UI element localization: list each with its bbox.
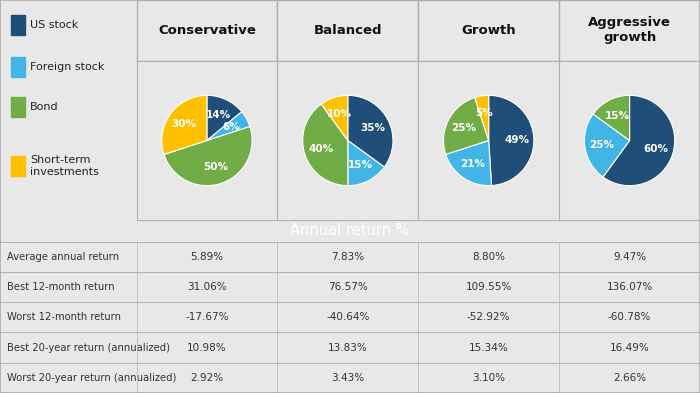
Text: 31.06%: 31.06%	[187, 282, 227, 292]
Wedge shape	[164, 127, 252, 185]
Text: Best 12-month return: Best 12-month return	[7, 282, 115, 292]
Text: Balanced: Balanced	[314, 24, 382, 37]
Wedge shape	[603, 95, 675, 185]
Text: 3.10%: 3.10%	[473, 373, 505, 383]
Text: -17.67%: -17.67%	[186, 312, 229, 322]
Text: 2.66%: 2.66%	[613, 373, 646, 383]
Wedge shape	[348, 95, 393, 167]
Text: -52.92%: -52.92%	[467, 312, 510, 322]
Text: 21%: 21%	[461, 159, 486, 169]
Wedge shape	[593, 95, 629, 140]
Text: Growth: Growth	[461, 24, 516, 37]
Text: 6%: 6%	[223, 122, 240, 132]
Text: Bond: Bond	[30, 102, 59, 112]
Text: 3.43%: 3.43%	[331, 373, 365, 383]
Text: -60.78%: -60.78%	[608, 312, 651, 322]
Text: Worst 20-year return (annualized): Worst 20-year return (annualized)	[7, 373, 176, 383]
Text: Foreign stock: Foreign stock	[30, 62, 104, 72]
Wedge shape	[207, 112, 250, 140]
Text: 10.98%: 10.98%	[187, 343, 227, 353]
Bar	[11, 156, 25, 176]
Text: Aggressive
growth: Aggressive growth	[588, 17, 671, 44]
Text: US stock: US stock	[30, 20, 78, 30]
Wedge shape	[302, 104, 348, 185]
Wedge shape	[584, 114, 629, 177]
Wedge shape	[321, 95, 348, 140]
Text: Average annual return: Average annual return	[7, 252, 119, 262]
Text: 5%: 5%	[475, 108, 493, 118]
Bar	[11, 57, 25, 77]
Bar	[11, 15, 25, 35]
Text: 50%: 50%	[203, 162, 228, 172]
Wedge shape	[207, 95, 241, 140]
Text: 2.92%: 2.92%	[190, 373, 223, 383]
Text: 5.89%: 5.89%	[190, 252, 223, 262]
Bar	[11, 97, 25, 117]
Text: 15.34%: 15.34%	[469, 343, 509, 353]
Text: 16.49%: 16.49%	[610, 343, 650, 353]
Text: 8.80%: 8.80%	[473, 252, 505, 262]
Text: Worst 12-month return: Worst 12-month return	[7, 312, 121, 322]
Text: 15%: 15%	[604, 110, 629, 121]
Text: 40%: 40%	[309, 144, 334, 154]
Wedge shape	[489, 95, 534, 185]
Text: 13.83%: 13.83%	[328, 343, 368, 353]
Text: 76.57%: 76.57%	[328, 282, 368, 292]
Text: Best 20-year return (annualized): Best 20-year return (annualized)	[7, 343, 170, 353]
Wedge shape	[446, 140, 491, 185]
Wedge shape	[475, 95, 489, 140]
Wedge shape	[444, 97, 489, 154]
Text: 10%: 10%	[327, 109, 351, 119]
Text: 25%: 25%	[452, 123, 476, 133]
Text: 25%: 25%	[589, 140, 615, 150]
Text: 49%: 49%	[504, 135, 529, 145]
Text: Annual return %: Annual return %	[290, 223, 410, 239]
Text: Conservative: Conservative	[158, 24, 256, 37]
Text: 30%: 30%	[172, 119, 197, 129]
Wedge shape	[348, 140, 384, 185]
Text: 7.83%: 7.83%	[331, 252, 365, 262]
Text: 15%: 15%	[348, 160, 373, 171]
Text: 136.07%: 136.07%	[606, 282, 652, 292]
Text: 35%: 35%	[360, 123, 385, 133]
Wedge shape	[162, 95, 207, 154]
Text: 14%: 14%	[206, 110, 232, 120]
Text: -40.64%: -40.64%	[326, 312, 370, 322]
Text: 9.47%: 9.47%	[613, 252, 646, 262]
Text: Short-term
investments: Short-term investments	[30, 155, 99, 177]
Text: 60%: 60%	[644, 144, 668, 154]
Text: 109.55%: 109.55%	[466, 282, 512, 292]
